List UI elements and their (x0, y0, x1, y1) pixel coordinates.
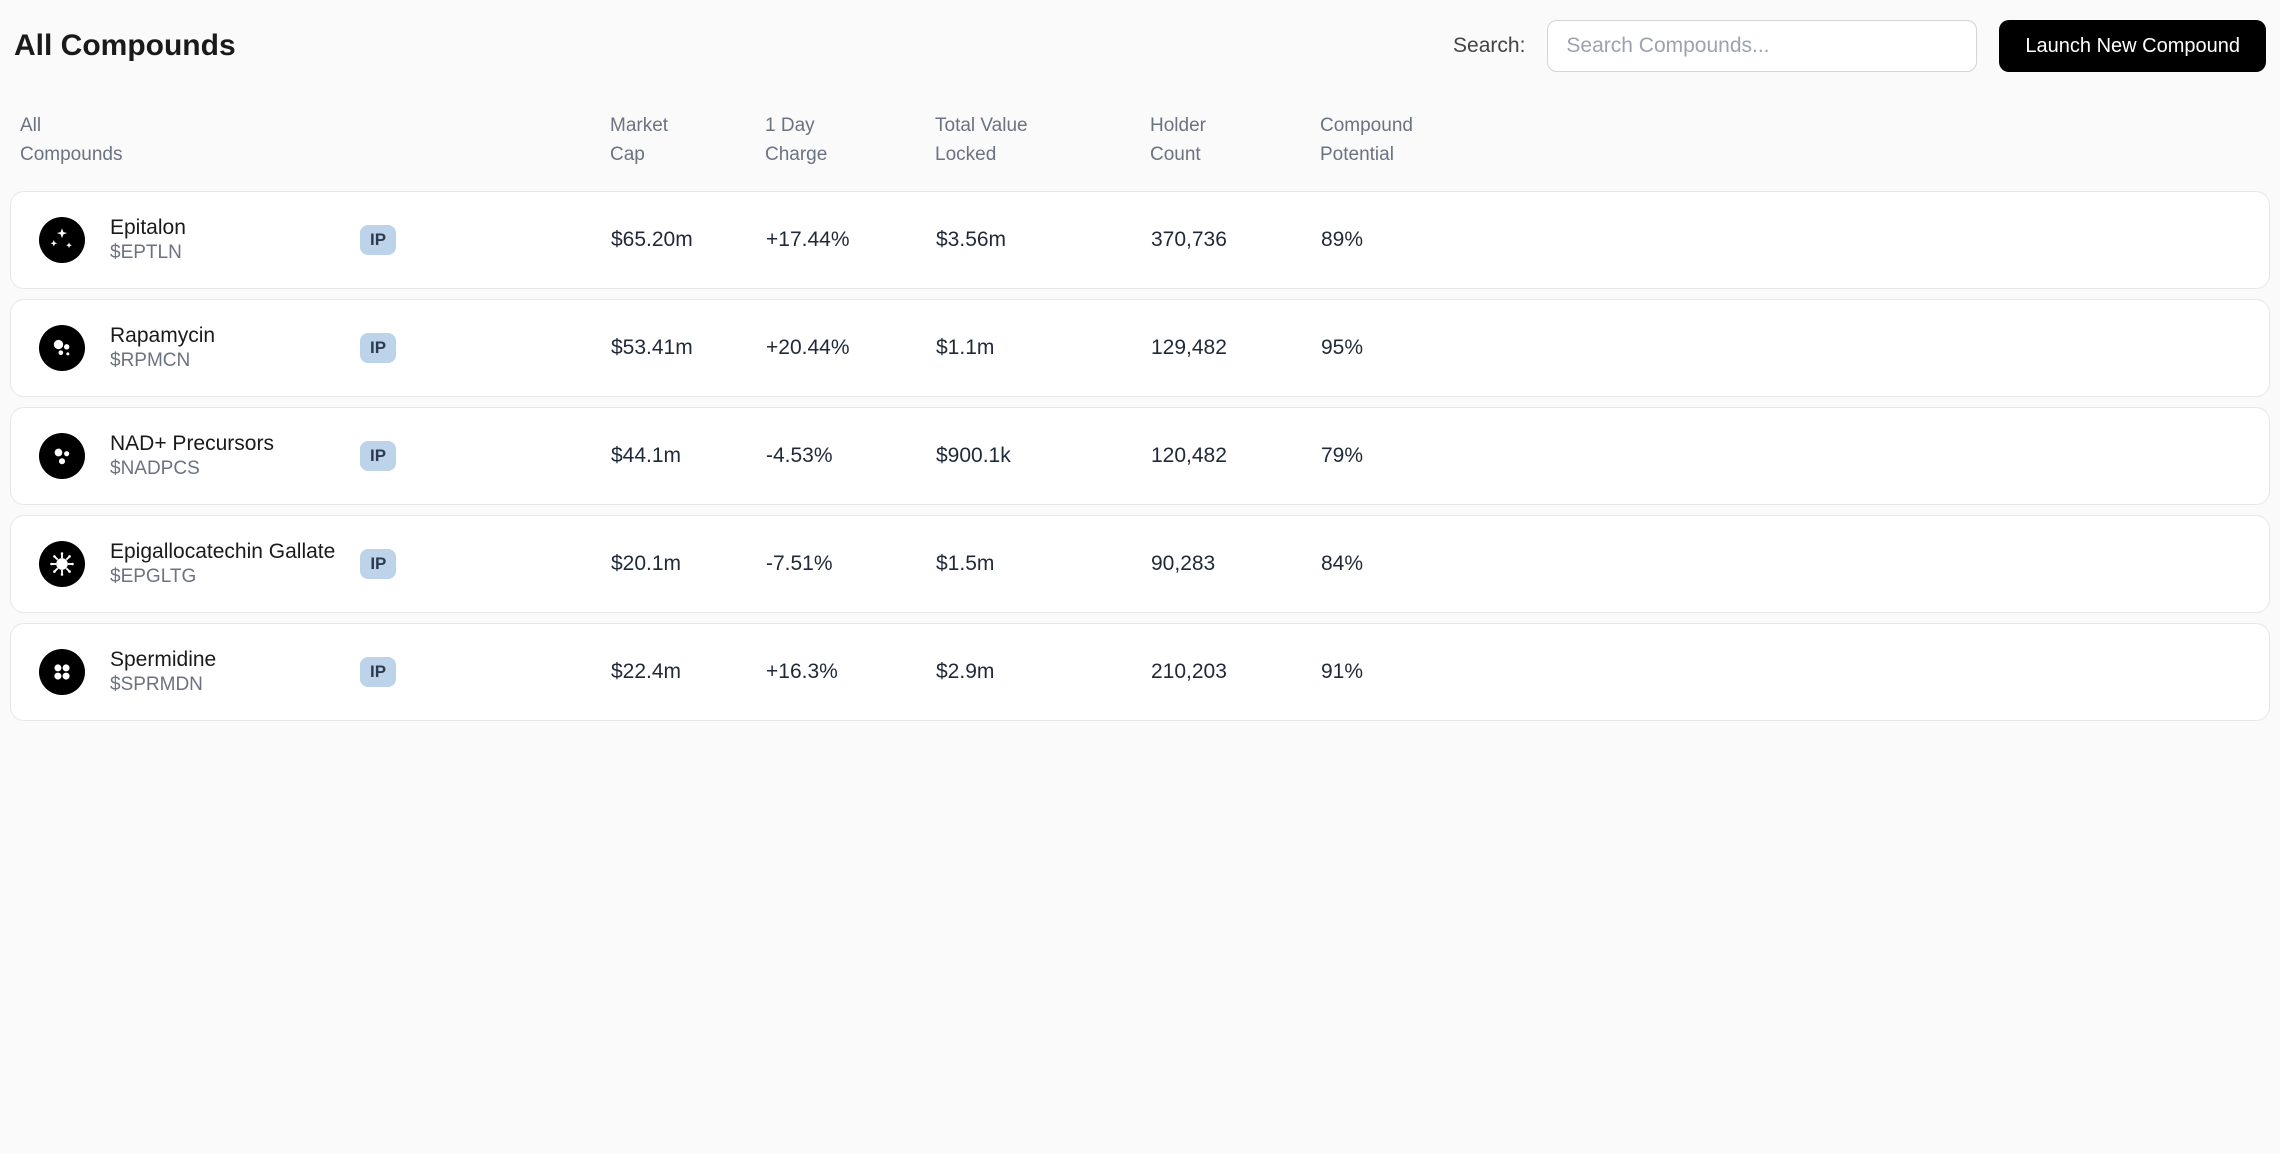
potential-value: 89% (1321, 228, 2259, 252)
day-change-value: +17.44% (766, 228, 936, 252)
col-market-cap: Market Cap (610, 112, 765, 169)
market-cap-value: $53.41m (611, 336, 766, 360)
compound-ticker: $RPMCN (110, 350, 335, 372)
day-change-value: -7.51% (766, 552, 936, 576)
compound-icon (39, 649, 85, 695)
table-row[interactable]: Epigallocatechin Gallate$EPGLTG IP $20.1m-… (10, 515, 2270, 613)
compound-icon (39, 325, 85, 371)
search-label: Search: (1453, 34, 1525, 58)
header-actions: Search: Launch New Compound (1453, 20, 2266, 72)
compound-icon (39, 217, 85, 263)
market-cap-value: $65.20m (611, 228, 766, 252)
table-row[interactable]: Spermidine$SPRMDN IP $22.4m+16.3%$2.9m210,… (10, 623, 2270, 721)
day-change-value: +16.3% (766, 660, 936, 684)
page-header: All Compounds Search: Launch New Compoun… (10, 20, 2270, 112)
compound-cell: Epitalon$EPTLN IP (21, 216, 611, 264)
holders-value: 370,736 (1151, 228, 1321, 252)
tvl-value: $1.1m (936, 336, 1151, 360)
compound-ticker: $SPRMDN (110, 674, 335, 696)
ip-badge: IP (360, 225, 396, 255)
compound-cell: NAD+ Precursors$NADPCS IP (21, 432, 611, 480)
ip-badge: IP (360, 549, 396, 579)
holders-value: 90,283 (1151, 552, 1321, 576)
holders-value: 210,203 (1151, 660, 1321, 684)
table-header: All Compounds Market Cap 1 Day Charge To… (10, 112, 2270, 191)
compound-name: Epitalon (110, 216, 335, 240)
holders-value: 129,482 (1151, 336, 1321, 360)
compound-cell: Rapamycin$RPMCN IP (21, 324, 611, 372)
col-potential: Compound Potential (1320, 112, 2260, 169)
potential-value: 84% (1321, 552, 2259, 576)
compound-name-block: Rapamycin$RPMCN (110, 324, 335, 372)
table-body: Epitalon$EPTLN IP $65.20m+17.44%$3.56m370,… (10, 191, 2270, 721)
tvl-value: $2.9m (936, 660, 1151, 684)
day-change-value: +20.44% (766, 336, 936, 360)
ip-badge: IP (360, 333, 396, 363)
compound-icon (39, 541, 85, 587)
table-row[interactable]: Rapamycin$RPMCN IP $53.41m+20.44%$1.1m129,… (10, 299, 2270, 397)
launch-new-compound-button[interactable]: Launch New Compound (1999, 20, 2266, 72)
col-day-change: 1 Day Charge (765, 112, 935, 169)
day-change-value: -4.53% (766, 444, 936, 468)
col-holders: Holder Count (1150, 112, 1320, 169)
compound-cell: Epigallocatechin Gallate$EPGLTG IP (21, 540, 611, 588)
compound-name-block: Epitalon$EPTLN (110, 216, 335, 264)
compound-name: Rapamycin (110, 324, 335, 348)
compound-name-block: NAD+ Precursors$NADPCS (110, 432, 335, 480)
compound-ticker: $EPGLTG (110, 566, 335, 588)
ip-badge: IP (360, 441, 396, 471)
col-compounds: All Compounds (20, 112, 610, 169)
compound-name-block: Spermidine$SPRMDN (110, 648, 335, 696)
compound-ticker: $EPTLN (110, 242, 335, 264)
holders-value: 120,482 (1151, 444, 1321, 468)
market-cap-value: $44.1m (611, 444, 766, 468)
compound-cell: Spermidine$SPRMDN IP (21, 648, 611, 696)
market-cap-value: $20.1m (611, 552, 766, 576)
tvl-value: $3.56m (936, 228, 1151, 252)
col-tvl: Total Value Locked (935, 112, 1150, 169)
tvl-value: $900.1k (936, 444, 1151, 468)
compound-ticker: $NADPCS (110, 458, 335, 480)
compound-name: Epigallocatechin Gallate (110, 540, 335, 564)
search-input[interactable] (1547, 20, 1977, 72)
compound-name: Spermidine (110, 648, 335, 672)
page-title: All Compounds (14, 29, 236, 63)
potential-value: 79% (1321, 444, 2259, 468)
potential-value: 95% (1321, 336, 2259, 360)
compound-icon (39, 433, 85, 479)
compound-name: NAD+ Precursors (110, 432, 335, 456)
ip-badge: IP (360, 657, 396, 687)
table-row[interactable]: NAD+ Precursors$NADPCS IP $44.1m-4.53%$900… (10, 407, 2270, 505)
tvl-value: $1.5m (936, 552, 1151, 576)
potential-value: 91% (1321, 660, 2259, 684)
compound-name-block: Epigallocatechin Gallate$EPGLTG (110, 540, 335, 588)
table-row[interactable]: Epitalon$EPTLN IP $65.20m+17.44%$3.56m370,… (10, 191, 2270, 289)
market-cap-value: $22.4m (611, 660, 766, 684)
